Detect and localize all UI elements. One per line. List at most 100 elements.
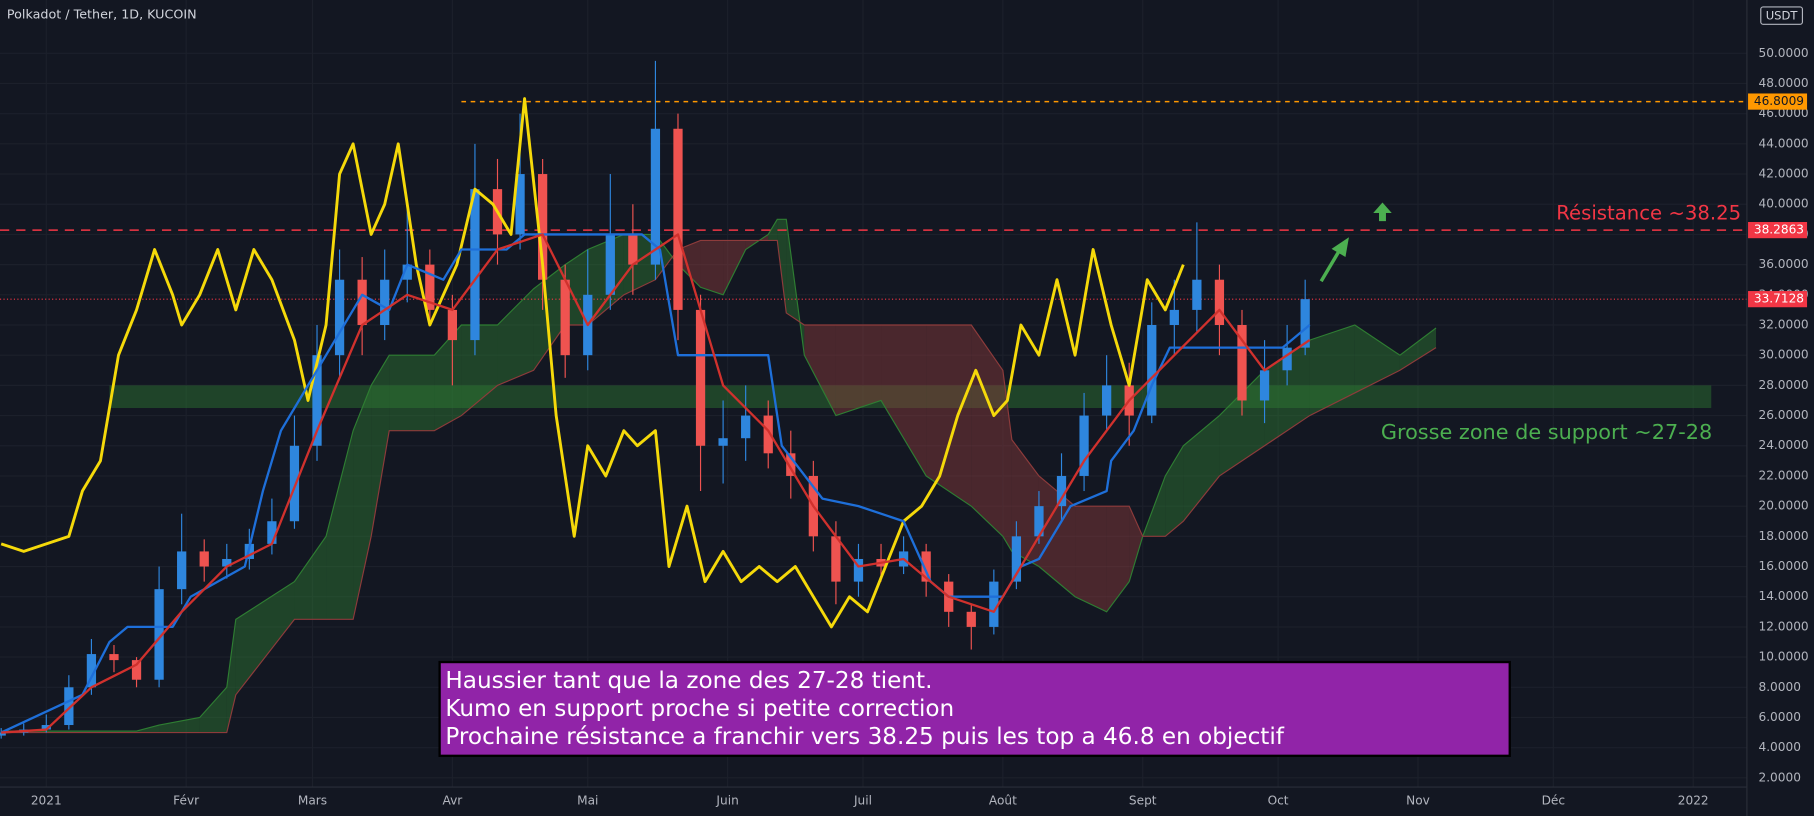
cloud-segment xyxy=(1354,324,1400,393)
price-label: 33.7128 xyxy=(1754,292,1804,306)
cloud-segment xyxy=(835,324,882,416)
candle-body xyxy=(966,611,976,627)
candle-body xyxy=(199,551,209,567)
cloud-segment xyxy=(434,324,462,431)
y-tick-label: 6.0000 xyxy=(1758,710,1800,724)
y-tick-label: 44.0000 xyxy=(1758,136,1808,150)
candle-body xyxy=(1259,370,1270,401)
x-tick-label: Déc xyxy=(1542,793,1565,807)
candle-body xyxy=(289,445,300,522)
grid xyxy=(0,0,1747,787)
candle-body xyxy=(831,536,841,582)
cloud-edge xyxy=(1,239,1437,734)
cloud-segment xyxy=(1106,506,1130,612)
cloud-segment xyxy=(1309,324,1355,416)
candle-body xyxy=(86,654,97,688)
candle-body xyxy=(312,355,322,446)
x-tick-label: Mars xyxy=(298,793,327,807)
x-tick-label: Juin xyxy=(715,793,738,807)
x-tick-label: Févr xyxy=(173,793,199,807)
candle-body xyxy=(334,279,345,356)
y-tick-label: 8.0000 xyxy=(1758,680,1800,694)
candle-body xyxy=(64,687,74,726)
candle-body xyxy=(154,589,164,680)
candle-body xyxy=(741,415,751,439)
candle-body xyxy=(1011,536,1022,582)
candle-body xyxy=(402,264,412,280)
cloud-segment xyxy=(1075,506,1107,612)
indicator-line xyxy=(0,233,1311,734)
price-label-bg xyxy=(1748,222,1808,239)
candle-body xyxy=(650,128,661,265)
x-tick-label: Juil xyxy=(853,793,872,807)
candle-body xyxy=(222,558,232,567)
candle-body xyxy=(41,725,51,730)
currency-badge xyxy=(1760,6,1804,25)
candle-body xyxy=(1237,324,1247,401)
candle-body xyxy=(605,234,615,295)
resistance-annotation: Résistance ~38.25 xyxy=(1556,202,1741,225)
y-tick-label: 22.0000 xyxy=(1758,468,1808,482)
cloud-segment xyxy=(1183,415,1220,522)
cloud-segment xyxy=(1264,340,1310,446)
y-tick-label: 18.0000 xyxy=(1758,529,1808,543)
candle-body xyxy=(109,654,119,661)
cloud-segment xyxy=(326,430,354,620)
candle-body xyxy=(1192,279,1202,310)
note-line: Haussier tant que la zone des 27-28 tien… xyxy=(445,668,932,694)
price-label: 38.2863 xyxy=(1754,223,1804,237)
x-tick-label: 2021 xyxy=(31,793,62,807)
cloud-segment xyxy=(1011,439,1039,567)
price-label-bg xyxy=(1748,291,1808,308)
cloud-segment xyxy=(353,385,372,620)
x-tick-label: Mai xyxy=(577,793,598,807)
candle-body xyxy=(695,309,706,446)
candle-body xyxy=(989,581,999,627)
candle-body xyxy=(357,279,367,325)
x-tick-label: Août xyxy=(989,793,1017,807)
candle-body xyxy=(1214,279,1225,325)
cloud-segment xyxy=(881,324,927,476)
arrow-head xyxy=(1331,237,1349,257)
cloud-segment xyxy=(159,717,200,733)
y-tick-label: 40.0000 xyxy=(1758,197,1808,211)
cloud-edge xyxy=(1,218,1437,732)
candle-body xyxy=(1079,415,1089,476)
cloud-segment xyxy=(294,536,327,620)
currency-label: USDT xyxy=(1766,9,1799,23)
y-tick-label: 12.0000 xyxy=(1758,619,1808,633)
arrows xyxy=(1319,202,1392,283)
candle-body xyxy=(853,558,864,582)
indicator-line xyxy=(1,233,1311,734)
cloud-segment xyxy=(371,355,390,537)
candle-body xyxy=(1169,309,1179,325)
x-tick-label: Nov xyxy=(1406,793,1430,807)
y-tick-label: 28.0000 xyxy=(1758,378,1808,392)
x-tick-label: Avr xyxy=(442,793,462,807)
support-annotation: Grosse zone de support ~27-28 xyxy=(1381,420,1712,444)
cloud-segment xyxy=(1002,370,1012,552)
x-tick-label: Sept xyxy=(1129,793,1157,807)
cloud-segment xyxy=(926,324,972,507)
candle-body xyxy=(628,234,638,265)
cloud-segment xyxy=(1038,475,1076,597)
candle-body xyxy=(1102,385,1112,416)
candle-body xyxy=(1300,299,1310,348)
axes: 2.0000 4.0000 6.0000 8.0000 10.0000 12.0000 14… xyxy=(31,46,1809,808)
y-tick-label: 20.0000 xyxy=(1758,499,1808,513)
candle-body xyxy=(537,174,548,280)
plot-area xyxy=(0,60,1747,739)
cloud-segment xyxy=(768,219,778,241)
cloud-segment xyxy=(804,324,836,416)
y-tick-label: 4.0000 xyxy=(1758,740,1800,754)
note-line: Prochaine résistance a franchir vers 38.… xyxy=(445,724,1284,750)
y-tick-label: 50.0000 xyxy=(1758,46,1808,60)
y-tick-label: 10.0000 xyxy=(1758,650,1808,664)
cloud-segment xyxy=(777,219,787,313)
cloud-segment xyxy=(389,355,435,431)
candle-body xyxy=(921,551,931,582)
y-tick-label: 36.0000 xyxy=(1758,257,1808,271)
note-background xyxy=(438,660,1511,757)
candle-body xyxy=(470,189,480,341)
